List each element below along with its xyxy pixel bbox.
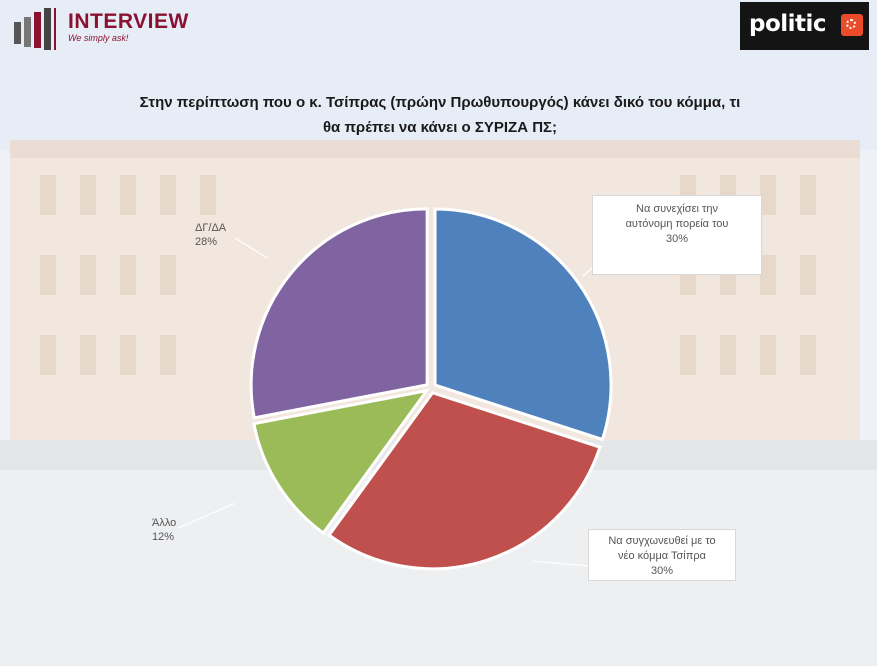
slice-label-merge-line-2: νέο κόμμα Τσίπρα [618, 550, 706, 562]
slice-label-dk-na-line-1: ΔΓ/ΔΑ [195, 222, 227, 234]
leader-line-other [177, 502, 235, 529]
politic-logo-name: politic [749, 11, 827, 37]
chart-title-line-1: Στην περίπτωση που ο κ. Τσίπρας (πρώην Π… [139, 94, 741, 111]
slice-label-other: Άλλο 12% [152, 516, 176, 544]
pie-slice-merge [326, 390, 602, 571]
interview-logo: INTERVIEW We simply ask! [10, 6, 210, 56]
slice-label-merge-line-1: Να συγχωνευθεί με το [608, 535, 716, 547]
interview-logo-icon [14, 8, 56, 50]
interview-logo-name: INTERVIEW [68, 10, 189, 33]
leader-line-merge [532, 560, 591, 567]
slice-label-continue-line-1: Να συνεχίσει την [636, 203, 718, 215]
slice-label-dk-na: ΔΓ/ΔΑ 28% [195, 221, 226, 249]
chart-title-line-2: θα πρέπει να κάνει ο ΣΥΡΙΖΑ ΠΣ; [322, 119, 558, 136]
chart-title: Στην περίπτωση που ο κ. Τσίπρας (πρώην Π… [70, 90, 810, 140]
slice-label-dk-na-value: 28% [195, 236, 218, 248]
politic-logo: politic [740, 2, 869, 50]
slice-label-merge: Να συγχωνευθεί με το νέο κόμμα Τσίπρα 30… [588, 529, 736, 581]
slice-label-continue-line-2: αυτόνομη πορεία του [625, 218, 729, 230]
politic-logo-icon [841, 14, 863, 36]
leader-line-dk-na [234, 237, 268, 259]
pie-slice-continue [433, 207, 613, 442]
interview-logo-tagline: We simply ask! [68, 33, 129, 43]
slice-label-other-value: 12% [152, 531, 175, 543]
slice-label-other-line-1: Άλλο [152, 517, 177, 529]
pie-slice-other [252, 388, 431, 536]
pie-slice-dk-na [249, 207, 429, 420]
slice-label-merge-value: 30% [650, 565, 674, 577]
slice-label-continue: Να συνεχίσει την αυτόνομη πορεία του 30% [592, 195, 762, 275]
slice-label-continue-value: 30% [665, 233, 689, 245]
leader-line-continue [582, 267, 593, 277]
